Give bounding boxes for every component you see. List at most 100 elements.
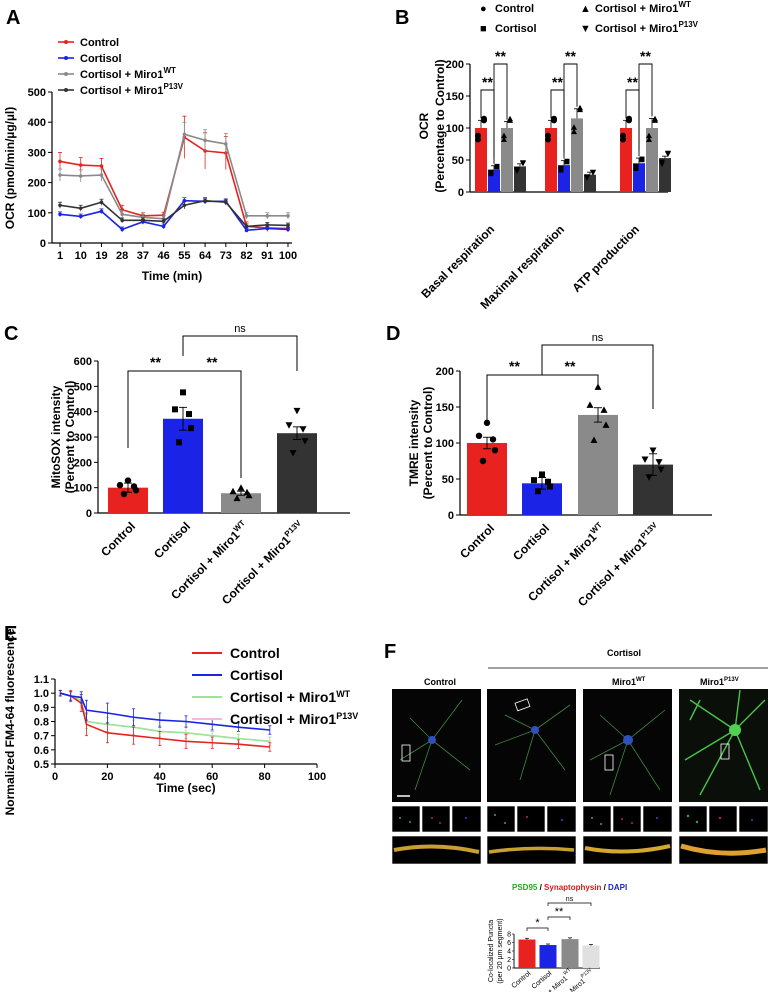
f-neuron-p13v (679, 689, 768, 802)
a-series-line (59, 133, 288, 220)
a-x-tick-label: 28 (116, 250, 128, 262)
f-insets-merge (391, 835, 769, 865)
f-neuron-wt (583, 689, 672, 802)
panel-label-f: F (384, 641, 396, 663)
c-sig-label: ** (207, 354, 218, 370)
a-y-tick-label: 100 (28, 208, 46, 220)
a-data-point (265, 226, 270, 231)
b-data-point (584, 174, 590, 180)
a-data-point (58, 212, 62, 217)
d-data-point (641, 456, 649, 464)
b-bar (545, 128, 557, 192)
f-header-cortisol: Cortisol (607, 648, 641, 658)
c-data-point (116, 481, 124, 489)
d-data-point (645, 474, 653, 481)
a-y-axis-label: OCR (pmol/min/µg/µl) (3, 107, 17, 229)
b-data-point (571, 124, 577, 130)
d-sig-bracket (486, 374, 542, 423)
f-sig-bracket (547, 902, 592, 906)
a-y-tick-label: 500 (28, 87, 46, 99)
c-y-tick-label: 300 (74, 432, 92, 444)
a-data-point (244, 214, 249, 218)
c-bar (163, 418, 203, 513)
f-x-category-label: Control (510, 970, 532, 990)
b-sig-bracket (493, 63, 508, 158)
b-legend-label: Cortisol + Miro1WT (595, 0, 691, 15)
f-y-axis-label: Co-localized Puncta (488, 920, 495, 982)
a-data-point (224, 142, 228, 146)
a-data-point (182, 203, 187, 208)
b-x-category-label: Basal respiration (418, 222, 497, 301)
a-data-point (182, 132, 187, 137)
b-sig-bracket (638, 63, 653, 151)
f-y-tick-label: 6 (507, 940, 511, 947)
c-y-tick-label: 100 (74, 483, 92, 495)
a-data-point (203, 198, 207, 203)
b-data-point (590, 169, 596, 176)
a-x-tick-label: 19 (95, 250, 107, 262)
c-sig-label: ** (150, 354, 161, 370)
e-y-tick-label: 0.7 (34, 731, 49, 743)
c-y-tick-label: 500 (74, 381, 92, 393)
a-data-point (203, 138, 207, 143)
panel-label-a: A (6, 7, 20, 29)
e-x-tick-label: 20 (101, 771, 113, 783)
b-y-tick-label: 150 (446, 91, 464, 103)
f-y-axis-label-2: (per 20 µm segment) (497, 918, 504, 983)
d-y-tick-label: 50 (442, 474, 454, 486)
c-sig-bracket (183, 370, 242, 478)
b-data-point (577, 104, 583, 111)
b-legend-label: Control (495, 3, 534, 15)
d-sig-bracket (541, 344, 654, 409)
c-data-point (180, 389, 186, 396)
a-data-point (286, 223, 290, 228)
b-sig-label: ** (565, 48, 576, 64)
f-header-wt: Miro1WT (612, 677, 646, 687)
a-x-tick-label: 10 (75, 250, 87, 262)
c-bar (277, 433, 317, 513)
d-bar (578, 414, 618, 515)
f-header-p13v: Miro1P13V (700, 677, 739, 687)
f-neuron-cortisol (487, 689, 576, 802)
a-data-point (99, 173, 104, 177)
a-y-tick-label: 0 (40, 238, 46, 250)
d-data-point (649, 447, 657, 454)
e-x-tick-label: 80 (258, 771, 270, 783)
b-legend-marker: ▼ (580, 23, 591, 35)
a-data-point (141, 218, 145, 223)
b-y-tick-label: 100 (446, 123, 464, 135)
f-y-tick-label: 0 (507, 966, 511, 973)
panel-label-c: C (4, 323, 18, 345)
d-bar (467, 443, 507, 515)
a-y-tick-label: 400 (28, 117, 46, 129)
a-data-point (58, 203, 62, 208)
c-data-point (293, 407, 301, 415)
b-sig-label: ** (495, 48, 506, 64)
a-x-tick-label: 1 (57, 250, 63, 262)
e-y-axis-label: Normalized FM4-64 fluorescence (3, 628, 17, 815)
a-data-point (244, 228, 249, 233)
d-data-point (479, 457, 487, 465)
e-legend-label: Cortisol + Miro1WT (230, 689, 351, 705)
f-stain-legend: PSD95 / Synaptophysin / DAPI (512, 883, 627, 892)
b-data-point (488, 169, 494, 175)
c-y-tick-label: 600 (74, 356, 92, 368)
e-y-tick-label: 0.8 (34, 717, 49, 729)
panel-f-micrographs: Control Cortisol Miro1WT Miro1P13V (391, 648, 769, 892)
d-x-category-label: Cortisol (510, 521, 552, 563)
a-data-point (99, 200, 104, 205)
d-data-point (586, 401, 594, 408)
e-x-tick-label: 60 (206, 771, 218, 783)
b-legend-label: Cortisol + Miro1P13V (595, 20, 699, 35)
e-y-tick-label: 0.5 (34, 759, 49, 771)
a-series-line (59, 199, 289, 228)
c-data-point (289, 450, 297, 457)
a-legend-label: Cortisol + Miro1P13V (80, 82, 184, 97)
d-sig-label: ** (509, 358, 520, 374)
a-x-tick-label: 55 (178, 250, 190, 262)
f-sig-bracket (526, 927, 549, 931)
a-data-point (78, 214, 83, 219)
d-y-tick-label: 200 (436, 366, 454, 378)
panel-label-b: B (395, 7, 409, 29)
a-y-tick-label: 300 (28, 147, 46, 159)
